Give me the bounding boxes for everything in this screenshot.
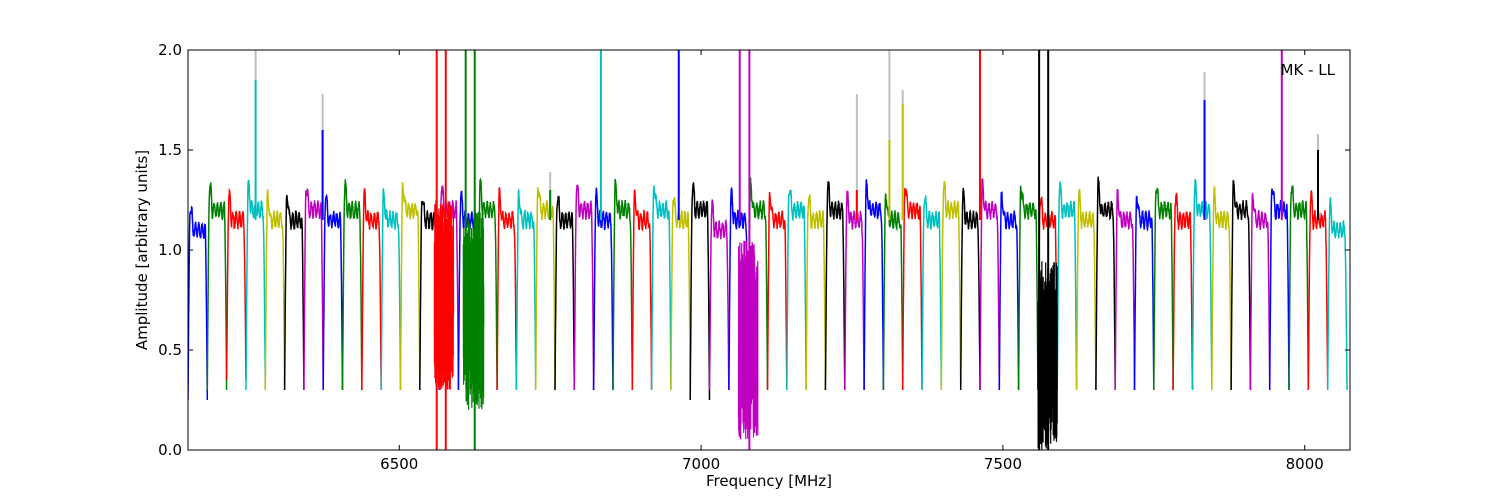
channel-curve (341, 179, 363, 391)
channel-curve (728, 186, 749, 391)
channel-curve (1114, 188, 1136, 391)
y-axis-label: Amplitude [arbitrary units] (133, 150, 151, 350)
channel-curve (824, 181, 846, 391)
y-tick-label: 1.5 (158, 141, 182, 159)
channel-curve (766, 191, 788, 391)
baseline-annotation: MK - LL (1281, 61, 1336, 79)
channel-curve (921, 195, 943, 391)
channel-curve (1153, 187, 1174, 391)
channel-curve (554, 195, 576, 391)
channel-curve (882, 193, 904, 391)
channel-curve (670, 196, 691, 391)
channel-curve (708, 199, 730, 391)
y-tick-label: 1.0 (158, 241, 182, 259)
channel-curve (1017, 185, 1039, 391)
x-axis-ticks: 6500 7000 7500 8000 (380, 50, 1324, 473)
y-axis-ticks: 0.0 0.5 1.0 1.5 2.0 (158, 41, 1350, 459)
channel-curve (689, 182, 711, 401)
channel-curve (1095, 176, 1116, 391)
noisy-region (462, 210, 485, 410)
channel-curve (844, 190, 865, 391)
channel-curve (998, 191, 1020, 391)
channel-curve (650, 185, 672, 391)
channel-curve (805, 194, 827, 391)
channel-curve (361, 188, 382, 391)
channel-curve (206, 182, 228, 391)
channel-curve (1249, 193, 1271, 391)
channel-curve (322, 193, 344, 391)
y-tick-label: 0.0 (158, 441, 182, 459)
channel-curve (1172, 192, 1194, 391)
channel-curve (1075, 188, 1097, 391)
channel-curve (1056, 181, 1078, 391)
channel-curve (1211, 186, 1232, 391)
channel-curve (631, 189, 653, 391)
channel-curve (515, 188, 537, 391)
x-tick-label: 6500 (380, 455, 418, 473)
channel-curve (1268, 188, 1290, 391)
x-tick-label: 7500 (984, 455, 1022, 473)
channel-curve (380, 188, 402, 391)
channel-curve (786, 189, 807, 391)
channel-curve (1191, 179, 1213, 391)
channel-curve (264, 189, 286, 391)
channel-curve (612, 178, 634, 391)
channel-curve (1133, 195, 1155, 391)
channel-curve (1288, 185, 1310, 391)
channel-curve (496, 187, 518, 391)
series-layer (188, 50, 1348, 450)
channel-curve (573, 184, 595, 391)
channel-curve (1230, 180, 1252, 391)
channel-curve (747, 177, 769, 391)
y-tick-label: 2.0 (158, 41, 182, 59)
channel-curve (979, 178, 1001, 391)
x-tick-label: 8000 (1286, 455, 1324, 473)
x-axis-label: Frequency [MHz] (706, 472, 832, 490)
channel-curve (534, 187, 556, 391)
noisy-region (737, 240, 759, 440)
y-tick-label: 0.5 (158, 341, 182, 359)
channel-curve (863, 179, 885, 391)
channel-curve (399, 182, 421, 391)
channel-curve (592, 187, 614, 391)
x-tick-label: 7000 (682, 455, 720, 473)
channel-curve (303, 188, 324, 391)
channel-curve (188, 205, 209, 401)
channel-curve (901, 187, 923, 391)
channel-curve (225, 187, 247, 381)
channel-curve (1326, 197, 1348, 391)
channel-curve (283, 194, 305, 391)
channel-curve (476, 177, 498, 391)
channel-curve (940, 180, 962, 391)
channel-curve (959, 187, 981, 391)
